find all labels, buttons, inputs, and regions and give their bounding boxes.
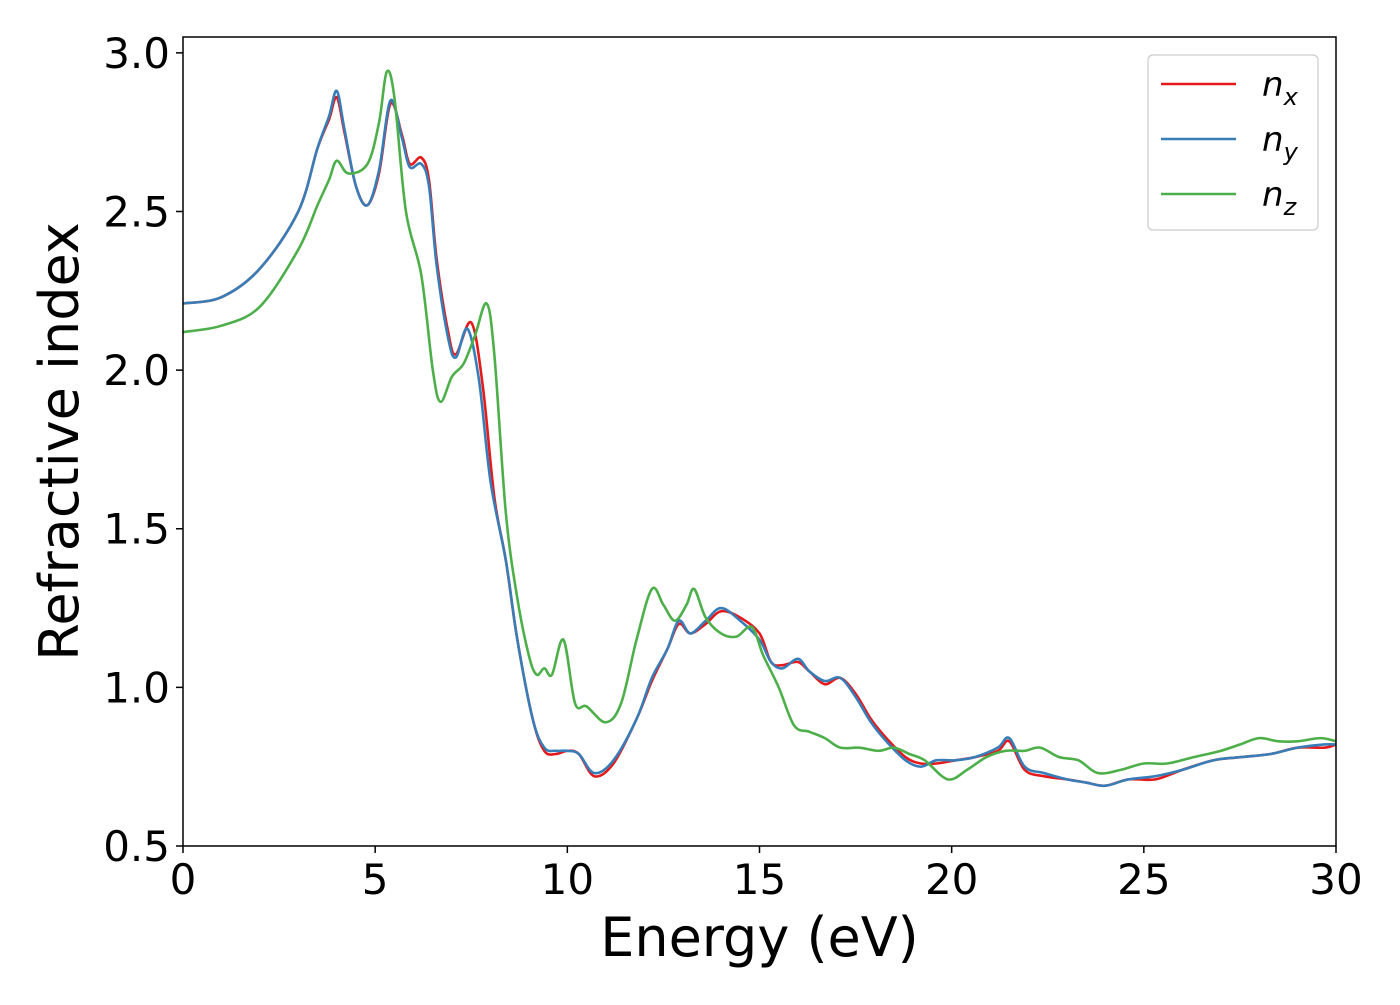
y-tick-label: 3.0	[103, 29, 170, 78]
legend-label-subscript: x	[1283, 83, 1299, 111]
y-tick-label: 2.5	[103, 187, 170, 236]
y-tick-label: 1.5	[103, 505, 170, 554]
x-axis-label: Energy (eV)	[600, 906, 919, 969]
legend-label-base: n	[1262, 65, 1284, 105]
plot-lines	[183, 69, 1336, 788]
legend-label: nz	[1262, 175, 1298, 221]
y-tick-label: 2.0	[103, 346, 170, 395]
x-tick-label: 0	[170, 855, 197, 904]
x-tick-label: 30	[1309, 855, 1362, 904]
legend-label: nx	[1262, 65, 1299, 111]
x-tick-label: 5	[362, 855, 389, 904]
legend-label: ny	[1262, 120, 1299, 166]
legend-label-base: n	[1262, 175, 1284, 215]
x-tick-label: 10	[541, 855, 594, 904]
x-axis-ticks: 0 5 10 15 20 25 30	[170, 846, 1363, 904]
legend-label-base: n	[1262, 120, 1284, 160]
x-tick-label: 15	[733, 855, 786, 904]
series-line-nz	[183, 69, 1336, 781]
y-tick-label: 1.0	[103, 663, 170, 712]
y-tick-label: 0.5	[103, 822, 170, 871]
legend-label-subscript: z	[1283, 193, 1298, 221]
legend-label-subscript: y	[1283, 138, 1299, 166]
legend-box	[1147, 54, 1319, 231]
y-axis-label: Refractive index	[28, 222, 91, 661]
x-tick-label: 20	[925, 855, 978, 904]
x-tick-label: 25	[1117, 855, 1170, 904]
y-axis-ticks: 0.5 1.0 1.5 2.0 2.5 3.0	[103, 29, 183, 871]
